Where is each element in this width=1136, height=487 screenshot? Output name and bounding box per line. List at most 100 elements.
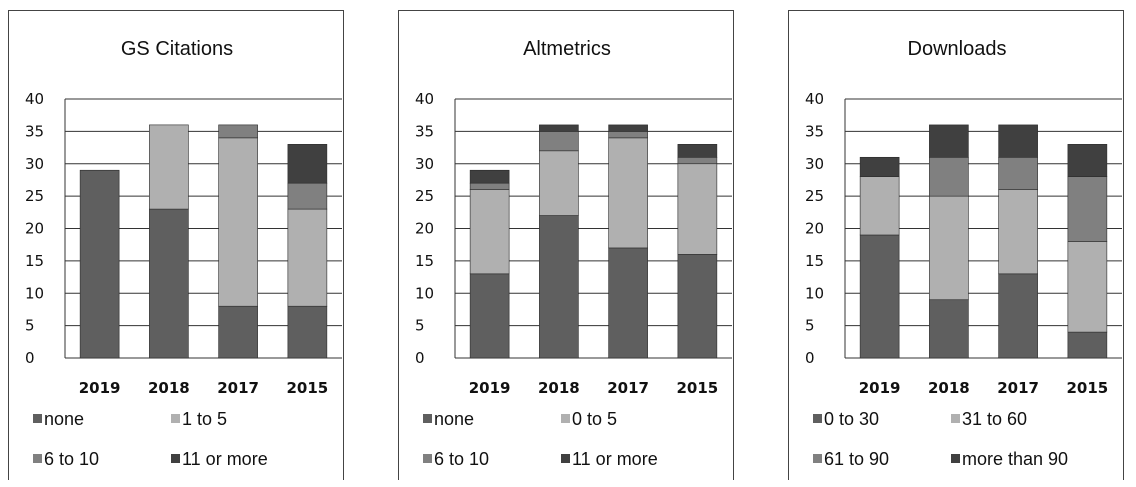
legend-label-none: none: [44, 409, 84, 429]
legend-swatch-61-to-90: [813, 454, 822, 463]
bar-31-to-60: [929, 195, 969, 301]
bar-6-to-10: [539, 131, 579, 152]
legend-swatch-none: [33, 414, 42, 423]
y-tick-label: 0: [415, 349, 425, 367]
bar-more-than-90: [998, 124, 1038, 158]
bar-more-than-90: [859, 156, 900, 177]
bar-0-to-5: [677, 163, 718, 255]
y-tick-label: 40: [415, 90, 434, 108]
y-tick-label: 40: [805, 90, 824, 108]
x-tick-label: 2019: [859, 379, 901, 397]
legend-label-1-to-5: 1 to 5: [182, 409, 227, 429]
y-tick-label: 40: [25, 90, 44, 108]
y-tick-label: 30: [805, 155, 824, 173]
bar-31-to-60: [998, 189, 1038, 275]
x-tick-label: 2019: [79, 379, 121, 397]
y-tick-label: 15: [415, 252, 434, 270]
bar-11-or-more: [287, 144, 328, 184]
y-tick-label: 35: [25, 122, 44, 140]
bar-0-to-30: [929, 299, 969, 359]
legend-swatch-1-to-5: [171, 414, 180, 423]
y-tick-label: 35: [805, 122, 824, 140]
bar-0-to-30: [998, 273, 1038, 359]
x-tick-label: 2018: [928, 379, 970, 397]
y-tick-label: 0: [25, 349, 35, 367]
chart-title: GS Citations: [121, 38, 233, 60]
y-tick-label: 5: [805, 317, 815, 335]
y-tick-label: 15: [25, 252, 44, 270]
y-tick-label: 5: [415, 317, 425, 335]
bar-none: [218, 305, 258, 359]
bar-none: [469, 273, 510, 359]
legend-swatch-more-than-90: [951, 454, 960, 463]
legend-label-11-or-more: 11 or more: [572, 449, 658, 469]
x-tick-label: 2015: [1067, 379, 1109, 397]
bar-11-or-more: [608, 124, 648, 132]
y-tick-label: 10: [805, 284, 824, 302]
y-tick-label: 25: [25, 187, 44, 205]
y-tick-label: 30: [415, 155, 434, 173]
bar-31-to-60: [859, 176, 900, 236]
x-tick-label: 2015: [677, 379, 719, 397]
legend-swatch-11-or-more: [171, 454, 180, 463]
bar-0-to-5: [539, 150, 579, 216]
legend-label-6-to-10: 6 to 10: [434, 449, 489, 469]
chart-panel-gs-citations: GS Citations 0 5 10 15 20 25 30 35 40 2019 2018 2017…: [8, 10, 344, 480]
bar-61-to-90: [998, 156, 1038, 190]
legend-label-0-to-30: 0 to 30: [824, 409, 879, 429]
legend-label-none: none: [434, 409, 474, 429]
y-tick-label: 35: [415, 122, 434, 140]
bar-none: [79, 169, 120, 359]
legend-swatch-6-to-10: [423, 454, 432, 463]
bar-0-to-5: [608, 137, 648, 249]
bar-none: [539, 215, 579, 359]
bar-6-to-10: [287, 182, 328, 210]
bar-0-to-30: [1067, 331, 1108, 359]
x-tick-label: 2015: [287, 379, 329, 397]
bar-none: [287, 305, 328, 359]
y-tick-label: 10: [415, 284, 434, 302]
bar-6-to-10: [469, 182, 510, 190]
y-tick-label: 15: [805, 252, 824, 270]
legend-label-61-to-90: 61 to 90: [824, 449, 889, 469]
bar-more-than-90: [929, 124, 969, 158]
chart-panel-altmetrics: Altmetrics 0 5 10 15 20 25 30 35 40 2019 2018 2017 20…: [398, 10, 734, 480]
legend-label-31-to-60: 31 to 60: [962, 409, 1027, 429]
y-tick-label: 25: [415, 187, 434, 205]
bar-11-or-more: [539, 124, 579, 132]
x-tick-label: 2017: [997, 379, 1039, 397]
chart-title: Altmetrics: [523, 38, 611, 60]
bar-11-or-more: [677, 144, 718, 158]
y-tick-label: 25: [805, 187, 824, 205]
chart-panel-downloads: Downloads 0 5 10 15 20 25 30 35 40 2019 2018 2017 201…: [788, 10, 1124, 480]
bar-6-to-10: [677, 156, 718, 165]
bar-none: [677, 254, 718, 359]
bar-1-to-5: [218, 137, 258, 307]
chart-title: Downloads: [908, 38, 1007, 60]
y-tick-label: 20: [25, 220, 44, 238]
bar-61-to-90: [1067, 176, 1108, 242]
bar-0-to-30: [859, 234, 900, 359]
legend-label-6-to-10: 6 to 10: [44, 449, 99, 469]
bar-61-to-90: [929, 156, 969, 197]
y-tick-label: 30: [25, 155, 44, 173]
legend-swatch-31-to-60: [951, 414, 960, 423]
bar-none: [149, 208, 189, 359]
legend-swatch-6-to-10: [33, 454, 42, 463]
x-tick-label: 2017: [217, 379, 259, 397]
legend-swatch-11-or-more: [561, 454, 570, 463]
legend-swatch-none: [423, 414, 432, 423]
y-tick-label: 0: [805, 349, 815, 367]
legend-label-more-than-90: more than 90: [962, 449, 1068, 469]
bar-0-to-5: [469, 189, 510, 275]
x-tick-label: 2018: [538, 379, 580, 397]
bar-1-to-5: [287, 208, 328, 307]
y-tick-label: 20: [415, 220, 434, 238]
chart-svg: GS Citations 0 5 10 15 20 25 30 35 40 2019 2018 2017…: [25, 38, 342, 469]
legend-swatch-0-to-5: [561, 414, 570, 423]
bar-more-than-90: [1067, 144, 1108, 177]
x-tick-label: 2019: [469, 379, 511, 397]
x-tick-label: 2017: [607, 379, 649, 397]
bar-6-to-10: [218, 124, 258, 139]
bar-1-to-5: [149, 124, 189, 210]
